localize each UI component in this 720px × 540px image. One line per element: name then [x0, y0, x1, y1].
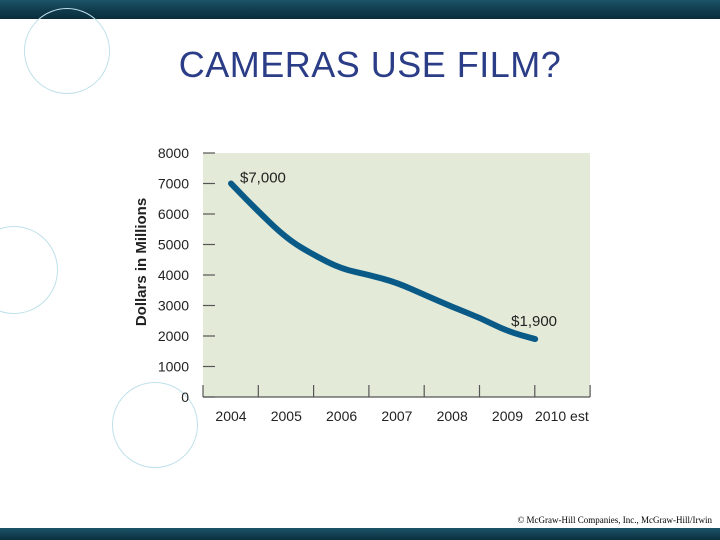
y-axis-label: Dollars in Millions: [133, 198, 150, 326]
y-tick-label: 6000: [158, 206, 189, 222]
bottom-bar: [0, 528, 720, 540]
series-line: [228, 180, 539, 343]
x-tick-label: 2004: [215, 408, 246, 424]
y-tick-label: 4000: [158, 267, 189, 283]
slide-title: CAMERAS USE FILM?: [178, 44, 562, 85]
decorative-circle: [112, 382, 198, 468]
decorative-circle: [24, 8, 110, 94]
data-label: $1,900: [511, 313, 557, 330]
top-bar: [0, 0, 720, 19]
x-tick-label: 2010 est: [535, 408, 589, 424]
y-tick-label: 0: [181, 389, 189, 405]
y-tick-label: 1000: [158, 359, 189, 375]
x-tick-label: 2007: [381, 408, 412, 424]
y-tick-label: 5000: [158, 237, 189, 253]
x-tick-label: 2008: [437, 408, 468, 424]
y-tick-label: 8000: [158, 145, 189, 161]
annotations: $7,000 $1,900: [240, 170, 557, 331]
y-tick-label: 7000: [158, 176, 189, 192]
axes: [202, 152, 591, 398]
y-tick-label: 2000: [158, 328, 189, 344]
plot-area: [203, 153, 590, 397]
data-label: $7,000: [240, 170, 286, 187]
x-tick-label: 2009: [492, 408, 523, 424]
tick-labels: 0 1000 2000 3000 4000 5000 6000 7000 8000 2004 200…: [158, 145, 589, 424]
copyright-text: © McGraw-Hill Companies, Inc., McGraw-Hi…: [517, 515, 712, 525]
y-tick-label: 3000: [158, 298, 189, 314]
x-tick-label: 2006: [326, 408, 357, 424]
x-tick-label: 2005: [271, 408, 302, 424]
